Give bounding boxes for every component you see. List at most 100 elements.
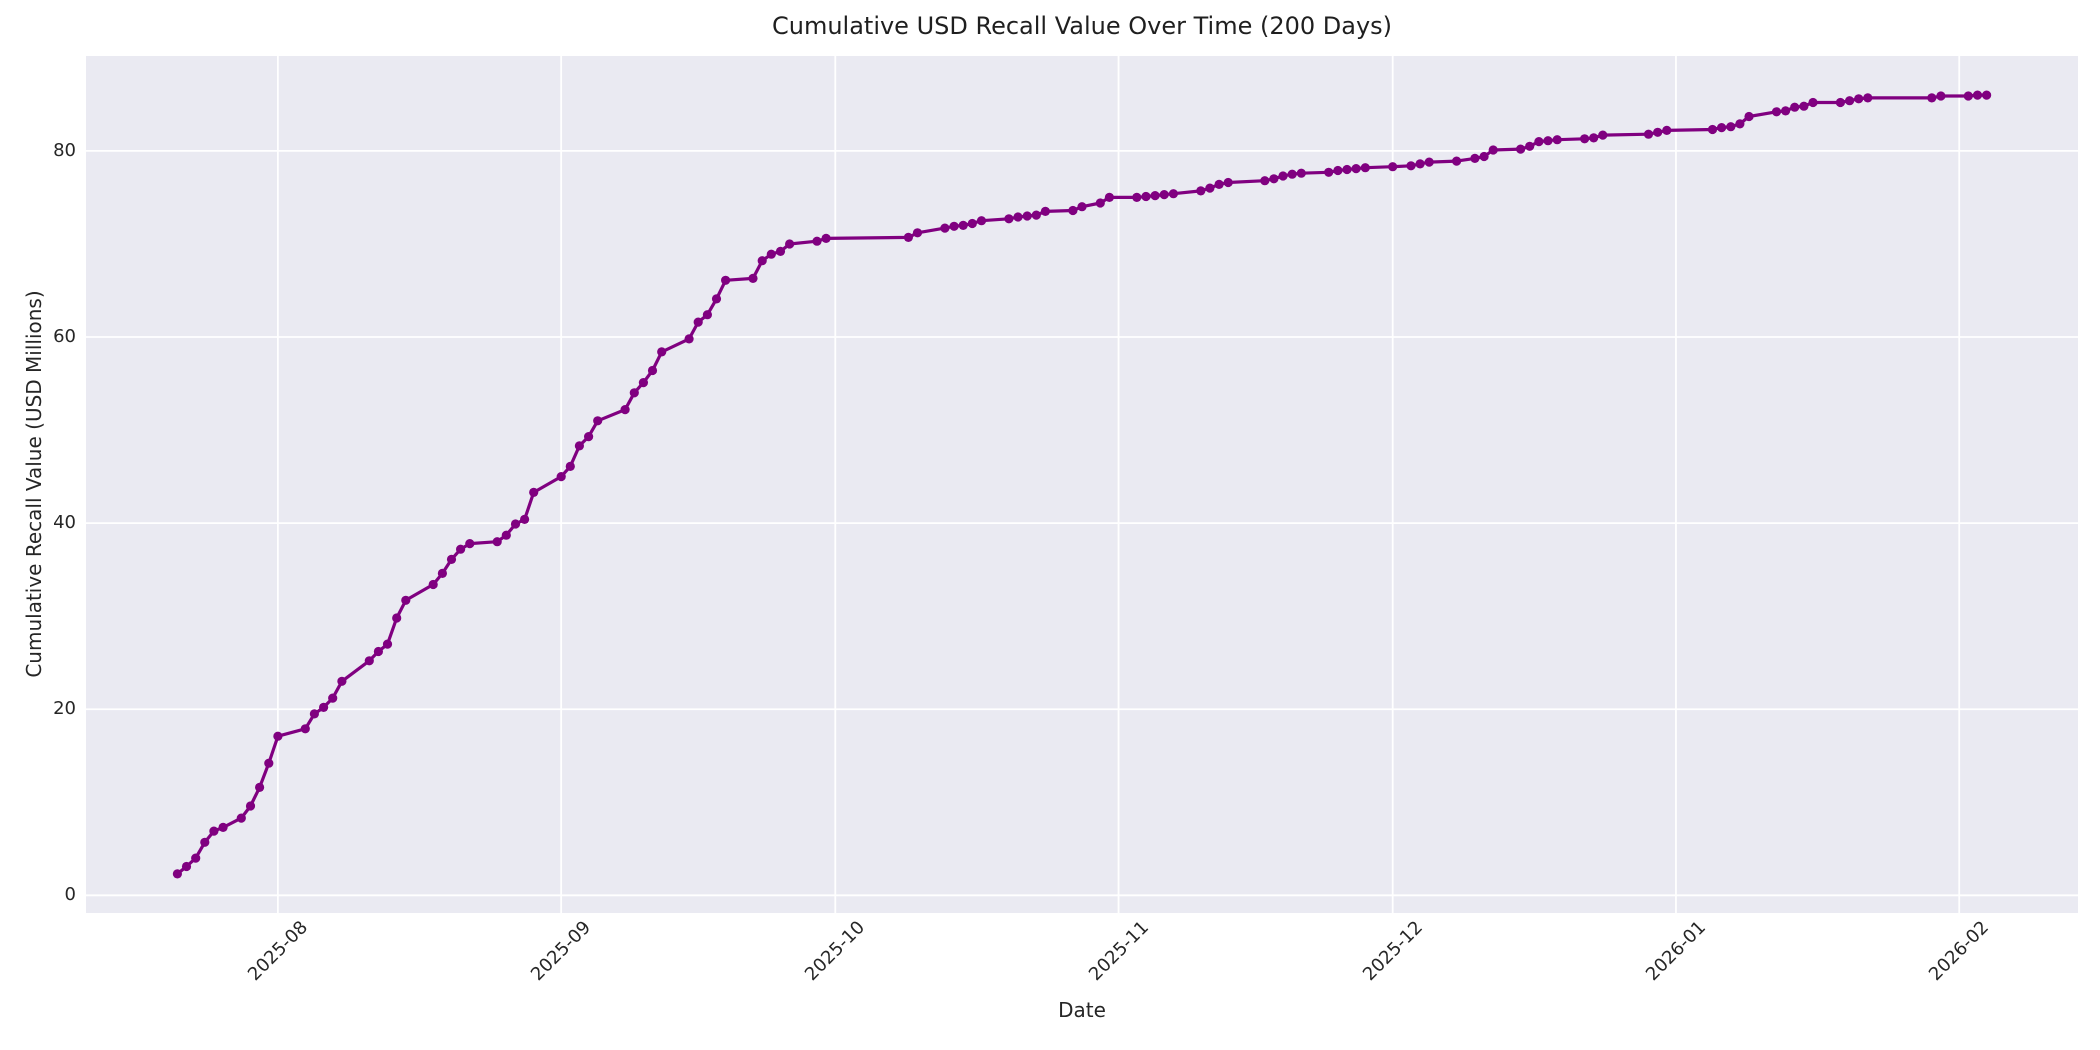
data-point	[1534, 137, 1544, 147]
data-point	[181, 861, 192, 872]
data-point	[1077, 202, 1087, 212]
y-tick-label: 60	[53, 326, 76, 347]
data-point	[1068, 205, 1078, 216]
data-point	[1726, 122, 1736, 132]
data-point	[1132, 192, 1142, 202]
data-point	[1150, 191, 1160, 201]
data-point	[1278, 171, 1288, 181]
y-axis-label: Cumulative Recall Value (USD Millions)	[22, 290, 46, 678]
data-point	[821, 233, 831, 243]
data-point	[382, 639, 393, 649]
data-point	[958, 220, 968, 230]
data-point	[1662, 125, 1672, 135]
data-point	[556, 472, 566, 482]
data-point	[520, 514, 530, 525]
data-point	[1707, 124, 1718, 135]
y-tick-label: 80	[53, 139, 76, 161]
data-point	[1543, 136, 1553, 146]
data-point	[1324, 167, 1334, 177]
data-point	[437, 568, 447, 579]
data-point	[766, 249, 776, 259]
data-point	[1927, 93, 1937, 103]
data-point	[1388, 162, 1398, 172]
data-point	[693, 317, 703, 327]
data-point	[1013, 212, 1023, 222]
data-point	[1287, 169, 1297, 179]
data-point	[501, 530, 511, 540]
data-point	[757, 256, 767, 266]
data-point	[1744, 111, 1754, 122]
data-point	[1799, 101, 1809, 111]
data-point	[1196, 186, 1206, 196]
data-point	[218, 822, 228, 833]
data-point	[1580, 134, 1590, 144]
y-tick-label: 0	[64, 884, 76, 906]
data-point	[1972, 90, 1983, 100]
data-point	[1643, 129, 1654, 139]
data-point	[620, 405, 630, 415]
data-point	[1845, 96, 1855, 106]
data-point	[940, 223, 950, 233]
data-point	[903, 232, 914, 242]
data-point	[364, 656, 374, 666]
data-point	[1982, 90, 1992, 100]
data-point	[785, 239, 795, 249]
data-point	[721, 275, 731, 285]
data-point	[373, 646, 383, 657]
data-point	[510, 519, 521, 529]
data-point	[1552, 135, 1562, 145]
data-point	[1598, 130, 1608, 140]
data-point	[337, 676, 347, 686]
data-point	[1735, 119, 1745, 129]
data-point	[1488, 145, 1498, 155]
data-point	[1516, 144, 1526, 154]
data-point	[812, 236, 822, 246]
data-point	[1022, 211, 1032, 221]
data-point	[1168, 189, 1178, 199]
data-point	[273, 731, 283, 741]
data-point	[1808, 97, 1818, 108]
data-point	[1525, 141, 1535, 151]
data-point	[1296, 168, 1306, 178]
data-point	[1771, 107, 1782, 117]
data-point	[191, 853, 201, 863]
data-point	[1333, 165, 1343, 176]
data-point	[245, 801, 256, 811]
y-tick-label: 20	[53, 698, 76, 720]
data-point	[1040, 206, 1050, 216]
data-point	[529, 487, 539, 497]
data-point	[949, 221, 959, 231]
plot-area-background	[86, 56, 2078, 913]
data-point	[1031, 210, 1041, 220]
data-point	[1141, 191, 1151, 202]
data-point	[1936, 91, 1946, 101]
data-point	[638, 378, 649, 388]
data-point	[1269, 174, 1279, 184]
data-point	[200, 837, 210, 847]
data-point	[1479, 151, 1489, 162]
data-point	[1470, 153, 1480, 163]
data-point	[593, 416, 603, 426]
chart-title: Cumulative USD Recall Value Over Time (2…	[771, 12, 1393, 40]
data-point	[465, 539, 475, 549]
data-point	[1104, 192, 1114, 202]
data-point	[319, 702, 329, 713]
data-point	[1095, 198, 1105, 208]
data-point	[629, 388, 639, 398]
data-point	[912, 228, 923, 238]
data-point	[1589, 133, 1599, 143]
data-point	[976, 216, 987, 226]
data-point	[209, 826, 219, 836]
data-point	[255, 782, 265, 793]
data-point	[456, 544, 466, 554]
data-point	[1963, 91, 1973, 101]
x-axis-label: Date	[1058, 998, 1106, 1022]
data-point	[1424, 157, 1434, 167]
data-point	[684, 334, 694, 344]
data-point	[1406, 161, 1416, 171]
data-point	[492, 537, 502, 547]
data-point	[584, 432, 594, 442]
data-point	[428, 579, 438, 590]
data-point	[657, 347, 667, 357]
